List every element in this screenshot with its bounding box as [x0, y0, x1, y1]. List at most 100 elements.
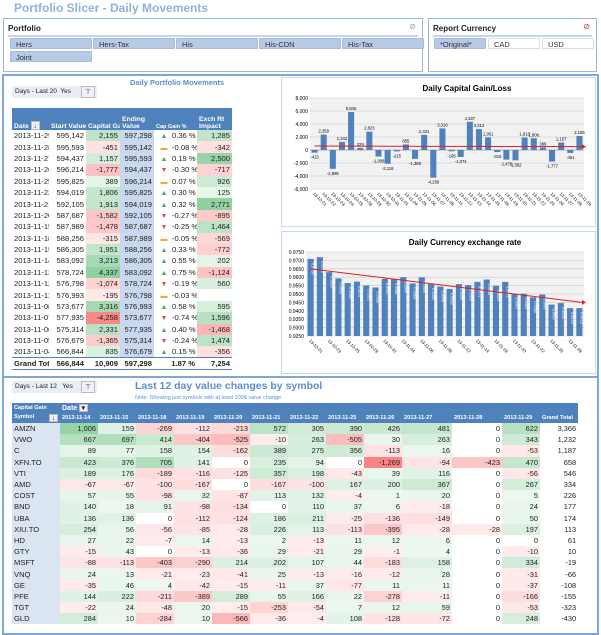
symbol-cell[interactable]: AMZN: [12, 423, 60, 435]
y-tick-label: 2,000: [295, 135, 308, 141]
symbol-cell[interactable]: GE: [12, 579, 60, 591]
cell-value: 0.30 %: [172, 188, 196, 198]
sort-filter-icon[interactable]: ↓: [49, 414, 58, 422]
cell-value: 2013-11-12: [14, 279, 49, 289]
data-label: 0.9502: [524, 298, 528, 310]
filter-clear-icon[interactable]: ⊘: [409, 22, 416, 31]
symbol-cell[interactable]: COST: [12, 490, 60, 502]
slicer-item-usd[interactable]: USD: [542, 38, 594, 49]
cell-value: 1,285: [210, 131, 230, 141]
x-tick-label: 13-11-28: [568, 338, 584, 354]
symbol-cell[interactable]: XIU.TO: [12, 523, 60, 535]
y-tick-label: 0.9400: [289, 309, 305, 315]
value-cell: -269: [136, 423, 174, 435]
date-cell: 2013-11-15: [12, 244, 49, 255]
symbol-cell[interactable]: XFN.TO: [12, 456, 60, 468]
date-cell: 2013-11-07: [12, 312, 49, 323]
symbol-cell[interactable]: GLD: [12, 613, 60, 625]
value-cell: 6: [402, 534, 452, 547]
days-filter-12[interactable]: Days - Last 12 Yes ⊤: [12, 381, 97, 393]
slicer-item-original[interactable]: *Original*: [434, 38, 486, 49]
symbol-cell[interactable]: HD: [12, 534, 60, 547]
exch-rt-impact-cell: 125: [197, 186, 232, 199]
value-cell: -67: [98, 478, 136, 491]
slicer-item-histax[interactable]: His-Tax: [342, 38, 424, 49]
value-cell: -88: [60, 557, 98, 569]
y-tick-label: 0.9650: [289, 267, 305, 273]
value-cell: 0: [495, 580, 500, 590]
symbol-cell[interactable]: MSFT: [12, 557, 60, 569]
ending-value-cell: 595,142: [120, 141, 154, 153]
slicer-item-his[interactable]: His: [176, 38, 258, 49]
symbol-cell[interactable]: PFE: [12, 590, 60, 602]
symbol-cell[interactable]: BND: [12, 501, 60, 513]
slicer-item-cad[interactable]: CAD: [488, 38, 540, 49]
bar: [418, 277, 425, 336]
date-cell: 2013-11-18: [12, 233, 49, 244]
cell-value: -1,468: [208, 324, 230, 334]
symbol-cell[interactable]: AMD: [12, 478, 60, 491]
cell-value: 3,316: [98, 302, 118, 312]
data-label: 1,913: [519, 132, 530, 137]
symbol-cell[interactable]: VWO: [12, 434, 60, 446]
value-cell: -4: [326, 490, 364, 502]
days-filter[interactable]: Days - Last 20 Yes ⊤: [12, 86, 97, 98]
slicer-item-herstax[interactable]: Hers-Tax: [93, 38, 175, 49]
exchange-rate-chart: Daily Currency exchange rate 0.9250 0.9300…: [281, 231, 596, 374]
date-cell: 2013-11-04: [12, 346, 49, 357]
dropdown-icon[interactable]: ▾: [78, 404, 88, 412]
bar: [539, 294, 546, 336]
value-cell: 50: [502, 512, 540, 524]
col-start-value: Start Value: [49, 108, 86, 130]
col-date[interactable]: Date ↓: [12, 108, 49, 130]
date-cell: 2013-11-25: [12, 176, 49, 187]
bar: [363, 285, 370, 336]
cell-value: -569: [214, 233, 230, 243]
symbol-header[interactable]: Symbol ↓: [12, 413, 60, 423]
symbol-cell[interactable]: UBA: [12, 512, 60, 524]
cell-value: 596,214: [124, 176, 152, 186]
data-label: 3,213: [474, 123, 485, 128]
cap-gain-pct-cell: ▬ 0.07 %: [154, 176, 197, 187]
symbol-cell[interactable]: GTY: [12, 546, 60, 558]
symbol-cell[interactable]: TGT: [12, 602, 60, 614]
value-cell: -85: [174, 523, 212, 535]
cell-value: 1.87 %: [171, 359, 195, 368]
filter-icon[interactable]: ⊤: [81, 86, 95, 98]
exch-rt-impact-cell: 7,254: [197, 357, 232, 370]
sort-filter-icon[interactable]: ↓: [30, 121, 40, 130]
data-label: 855: [402, 138, 410, 143]
slicer-item-joint[interactable]: Joint: [10, 51, 92, 62]
table-row: 2013-11-22 594,019 1,806 595,825 ▲ 0.30 % 125: [12, 186, 232, 199]
value-cell: -284: [136, 613, 174, 625]
capital-gain-cell: -1,478: [86, 221, 120, 233]
ending-value-cell: 587,687: [120, 221, 154, 233]
bar: [576, 135, 583, 150]
capital-gain-cell: 1,157: [86, 152, 120, 165]
bar: [511, 293, 518, 336]
exch-rt-impact-cell: 926: [197, 175, 232, 187]
value-cell: -389: [174, 590, 212, 602]
value-cell: 200: [364, 478, 402, 491]
value-cell: 202: [250, 557, 288, 569]
cell-value: -0.03 %: [172, 290, 197, 300]
y-tick-label: 0.9250: [289, 334, 305, 340]
grand-total-cell: 177: [563, 502, 577, 512]
filter-clear-icon[interactable]: ⊘: [583, 22, 590, 31]
data-label: 0.9539: [376, 291, 380, 303]
cell-value: 573,677: [124, 313, 152, 323]
value-cell: 481: [402, 423, 452, 435]
value-cell: 16: [402, 445, 452, 457]
data-label: -1,777: [546, 164, 559, 169]
bar: [437, 286, 444, 336]
slicer-item-hiscdn[interactable]: His-CDN: [259, 38, 341, 49]
filter-icon[interactable]: ⊤: [81, 381, 95, 393]
value-cell: -116: [174, 467, 212, 479]
symbol-cell[interactable]: VNQ: [12, 568, 60, 580]
symbol-cell[interactable]: C: [12, 445, 60, 457]
date-header[interactable]: Date ▾: [60, 403, 579, 413]
slicer-item-hers[interactable]: Hers: [10, 38, 92, 49]
cell-value: 0.58 %: [172, 302, 196, 312]
cell-value: 0.15 %: [172, 347, 196, 357]
symbol-cell[interactable]: VTI: [12, 467, 60, 479]
